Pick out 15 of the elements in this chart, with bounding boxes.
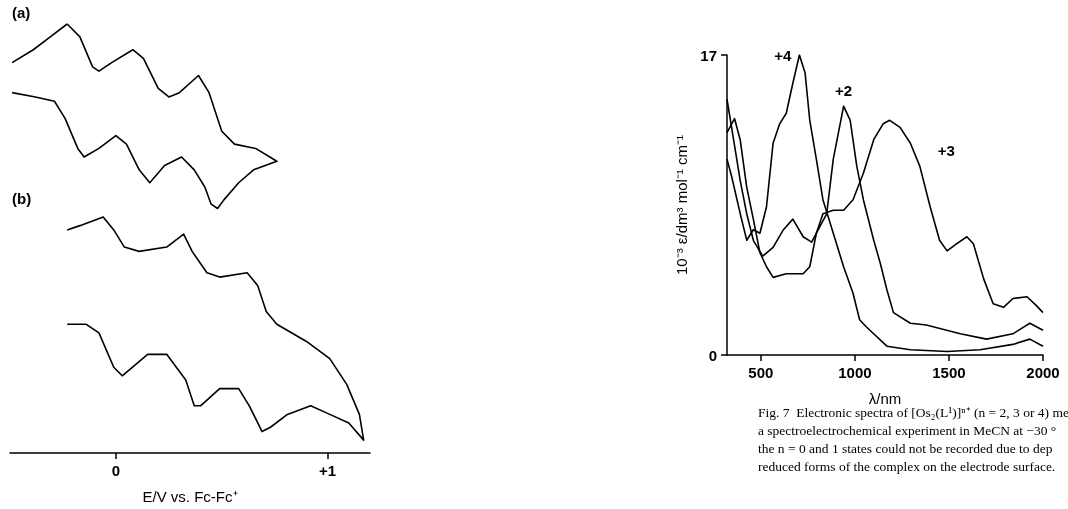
x-tick-label: 500: [748, 364, 774, 381]
y-tick-label: 17: [700, 46, 717, 64]
y-axis-title: 10⁻³ ε/dm³ mol⁻¹ cm⁻¹: [673, 134, 691, 276]
text: (a): [12, 4, 31, 22]
x-tick-label: 2000: [1026, 364, 1060, 381]
x-tick-label: 1500: [932, 364, 966, 381]
annotation: (b): [12, 190, 32, 208]
caption: Fig. 7 Electronic spectra of [Os₂(L¹)]ⁿ⁺ (n = 2, 3 or 4) me a spectroelectrochemical experiment in MeCN at −30 ° the n = 0 and 1 states could not be recorded due to dep reduced forms of the complex on the electrode surface.: [758, 404, 1068, 476]
series-label: +3: [937, 141, 955, 159]
series-label: +4: [774, 46, 793, 64]
x-axis-title: λ/nm: [868, 390, 902, 407]
x-tick-label: 1000: [838, 364, 872, 381]
x-axis-title: E/V vs. Fc-Fc⁺: [142, 488, 238, 505]
series-label: +2: [835, 82, 853, 100]
x-tick-label: +1: [319, 462, 337, 479]
